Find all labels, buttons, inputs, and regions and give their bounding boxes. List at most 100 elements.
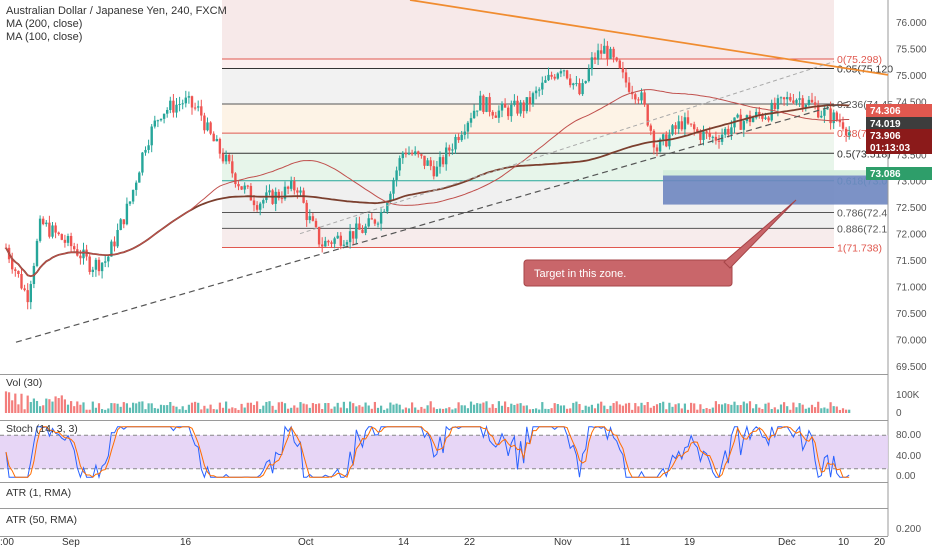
volume-bar	[271, 405, 274, 413]
volume-bar	[442, 408, 445, 413]
candle-body	[128, 201, 132, 204]
time-label: 20	[874, 537, 886, 548]
volume-bar	[460, 405, 463, 413]
volume-bar	[727, 404, 730, 413]
volume-bar	[504, 401, 507, 413]
candle-body	[491, 111, 494, 116]
candle-body	[162, 113, 166, 119]
volume-bar	[376, 407, 380, 413]
volume-bar	[426, 405, 429, 413]
volume-bar	[643, 405, 646, 413]
candle-body	[342, 244, 346, 246]
volume-bar	[82, 402, 85, 413]
candle-body	[572, 83, 575, 86]
volume-bar	[454, 408, 457, 413]
volume-bar	[671, 406, 674, 413]
candle-body	[479, 95, 482, 111]
candle-body	[593, 57, 597, 60]
candle-body	[826, 108, 829, 110]
fibonacci-retracement[interactable]: 0(75.298)0.05(75.1200.236(74.450.38(73.9…	[222, 54, 893, 255]
candle-body	[277, 191, 280, 199]
candle-body	[144, 149, 147, 153]
trend-lines[interactable]	[15, 0, 889, 343]
volume-bar	[163, 405, 166, 413]
volume-bar	[755, 404, 758, 413]
price-badge	[866, 167, 932, 180]
time-label: Oct	[298, 537, 314, 548]
candle-body	[525, 97, 528, 112]
candle-body	[646, 104, 649, 126]
volume-bar	[531, 409, 535, 413]
volume-bar	[29, 402, 32, 413]
candle-body	[435, 166, 439, 177]
volume-bar	[814, 407, 817, 413]
candle-body	[624, 72, 628, 83]
volume-bar	[11, 400, 14, 413]
pane-separator	[0, 374, 888, 375]
volume-bar	[94, 407, 97, 413]
candle-body	[138, 172, 141, 183]
candle-body	[14, 269, 17, 271]
volume-bar	[23, 409, 26, 413]
candle-body	[776, 98, 780, 110]
candle-body	[844, 128, 848, 136]
candle-body	[246, 185, 249, 187]
volume-bar	[764, 403, 767, 413]
candle-body	[379, 212, 383, 224]
volume-bar	[628, 402, 631, 413]
volume-bar	[26, 395, 29, 413]
volume-bar	[528, 409, 531, 413]
ma100-line	[5, 89, 850, 277]
volume-bar	[466, 408, 469, 413]
descending-trendline	[409, 0, 889, 76]
volume-bar	[479, 403, 482, 413]
volume-bar	[392, 404, 395, 413]
volume-bar	[42, 405, 45, 413]
fib-label: 1(71.738)	[837, 243, 882, 255]
candle-body	[321, 244, 324, 247]
volume-bar	[649, 407, 652, 413]
candle-body	[432, 166, 435, 177]
annotation-callout[interactable]: Target in this zone.	[523, 199, 797, 287]
volume-bar	[280, 401, 283, 413]
candle-body	[693, 124, 696, 130]
volume-bar	[85, 409, 88, 413]
volume-bar	[339, 407, 342, 413]
volume-bar	[469, 401, 473, 413]
volume-bar	[823, 407, 826, 413]
volume-bar	[562, 405, 566, 413]
volume-bar	[4, 391, 8, 413]
candle-body	[324, 240, 327, 247]
volume-bar	[488, 407, 491, 413]
volume-bar	[305, 404, 308, 413]
candle-body	[215, 138, 218, 142]
fib-label: 0.05(75.120	[837, 63, 893, 75]
volume-bar	[88, 409, 91, 413]
price-badge	[866, 129, 932, 142]
candle-body	[407, 152, 411, 155]
candle-body	[122, 219, 125, 225]
candle-body	[293, 181, 296, 191]
candle-body	[203, 115, 206, 131]
volume-bar	[457, 402, 460, 413]
candle-body	[714, 136, 718, 141]
volume-bar	[234, 408, 237, 413]
candle-body	[305, 202, 308, 221]
volume-bar	[215, 409, 218, 413]
volume-bar	[845, 409, 848, 413]
candle-body	[283, 186, 287, 199]
candle-body	[724, 128, 727, 135]
volume-bar	[438, 408, 442, 413]
volume-bar	[516, 403, 519, 413]
volume-bar	[423, 408, 426, 413]
candle-body	[454, 136, 457, 150]
candle-body	[414, 151, 417, 155]
candle-body	[153, 120, 156, 127]
volume-bar	[200, 409, 203, 413]
candle-body	[79, 255, 82, 259]
candle-body	[100, 262, 104, 272]
atr1-title: ATR (1, RMA)	[6, 487, 71, 499]
candle-body	[528, 97, 532, 105]
